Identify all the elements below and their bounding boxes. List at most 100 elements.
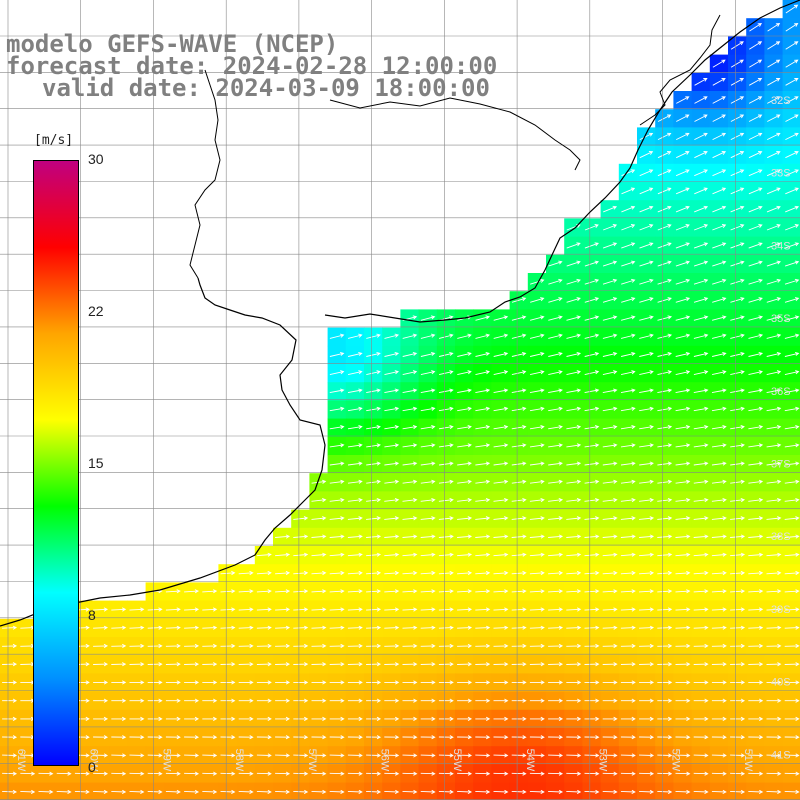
wind-vector-arrow [402,735,418,740]
wind-vector-arrow [548,643,564,648]
wind-vector-arrow [639,351,654,357]
wind-vector-arrow [402,625,418,630]
wind-vector-arrow [111,771,127,776]
wind-vector-arrow [293,589,309,594]
wind-vector-arrow [712,278,727,285]
wind-vector-arrow [493,607,509,612]
wind-vector-arrow [675,351,691,357]
wind-vector-arrow [548,570,564,576]
wind-vector-arrow [675,698,691,703]
wind-vector-arrow [293,625,309,630]
wind-vector-arrow [420,461,436,466]
wind-vector-arrow [675,662,691,667]
wind-vector-arrow [402,607,418,612]
wind-vector-arrow [730,570,746,576]
wind-vector-arrow [366,789,382,795]
wind-vector-arrow [311,534,327,539]
wind-vector-arrow [293,771,309,776]
wind-vector-arrow [566,662,582,667]
wind-vector-arrow [784,297,800,303]
wind-vector-arrow [785,78,799,86]
wind-vector-arrow [438,662,454,667]
wind-vector-arrow [529,497,545,503]
wind-vector-arrow [766,351,782,357]
wind-vector-arrow [111,680,127,685]
wind-vector-arrow [784,443,800,448]
wind-vector-arrow [529,351,545,357]
wind-vector-arrow [657,297,672,303]
wind-vector-arrow [457,370,472,376]
wind-vector-arrow [712,132,727,141]
wind-vector-arrow [329,789,345,795]
wind-vector-arrow [694,187,708,195]
wind-vector-arrow [584,497,600,503]
wind-vector-arrow [675,625,691,630]
wind-vector-arrow [438,643,454,648]
wind-vector-arrow [220,698,236,703]
wind-vector-arrow [730,114,745,122]
wind-vector-arrow [366,716,382,721]
wind-vector-arrow [493,552,509,557]
wind-vector-arrow [711,443,727,448]
wind-vector-arrow [584,589,600,594]
wind-vector-arrow [766,753,782,758]
wind-vector-arrow [748,735,764,740]
wind-vector-arrow [785,4,799,14]
longitude-labels: 61W 60W 59W 58W 57W 56W 55W 54W 53W 52W 51W [15,749,754,772]
wind-vector-arrow [657,406,673,412]
wind-vector-arrow [657,278,672,285]
wind-vector-arrow [311,680,327,685]
wind-vector-arrow [712,96,726,104]
wind-vector-arrow [329,424,345,430]
wind-vector-arrow [384,388,400,394]
wind-vector-arrow [275,643,291,648]
wind-vector-arrow [657,534,673,539]
wind-vector-arrow [657,698,673,703]
wind-vector-arrow [766,716,782,721]
wind-vector-arrow [493,753,509,758]
wind-vector-arrow [165,625,181,630]
wind-vector-arrow [402,443,418,448]
wind-vector-arrow [693,461,709,466]
wind-vector-arrow [420,497,436,503]
wind-vector-arrow [548,552,564,557]
wind-vector-arrow [275,662,291,667]
wind-vector-arrow [584,516,600,521]
border-west [189,69,221,279]
wind-vector-arrow [730,680,746,685]
wind-vector-arrow [311,753,327,758]
wind-vector-arrow [420,479,436,484]
wind-vector-arrow [147,607,163,612]
wind-vector-arrow [584,297,600,303]
wind-vector-arrow [693,388,709,394]
wind-vector-arrow [784,388,800,394]
wind-vector-arrow [420,424,436,430]
wind-vector-arrow [693,516,709,521]
wind-vector-arrow [748,570,764,576]
wind-vector-arrow [493,479,509,484]
wind-vector-arrow [311,789,327,795]
wind-vector-arrow [111,607,127,612]
wind-vector-arrow [602,735,618,740]
wind-vector-arrow [748,187,763,195]
wind-vector-arrow [711,589,727,594]
wind-vector-arrow [639,461,654,466]
wind-vector-arrow [657,333,673,339]
wind-vector-arrow [202,753,218,758]
wind-vector-arrow [493,351,509,357]
wind-vector-arrow [347,771,363,776]
wind-vector-arrow [584,333,600,339]
wind-vector-arrow [220,771,236,776]
wind-vector-arrow [784,735,800,740]
wind-vector-arrow [694,169,708,177]
wind-vector-arrow [785,151,799,159]
wind-vector-arrow [329,735,345,740]
lon-label: 60W [88,749,100,772]
wind-vector-arrow [438,771,454,776]
wind-vector-arrow [329,497,345,503]
wind-vector-arrow [602,315,618,321]
wind-vector-arrow [438,552,454,557]
colorbar-unit: [m/s] [34,133,74,148]
wind-vector-arrow [111,662,127,667]
